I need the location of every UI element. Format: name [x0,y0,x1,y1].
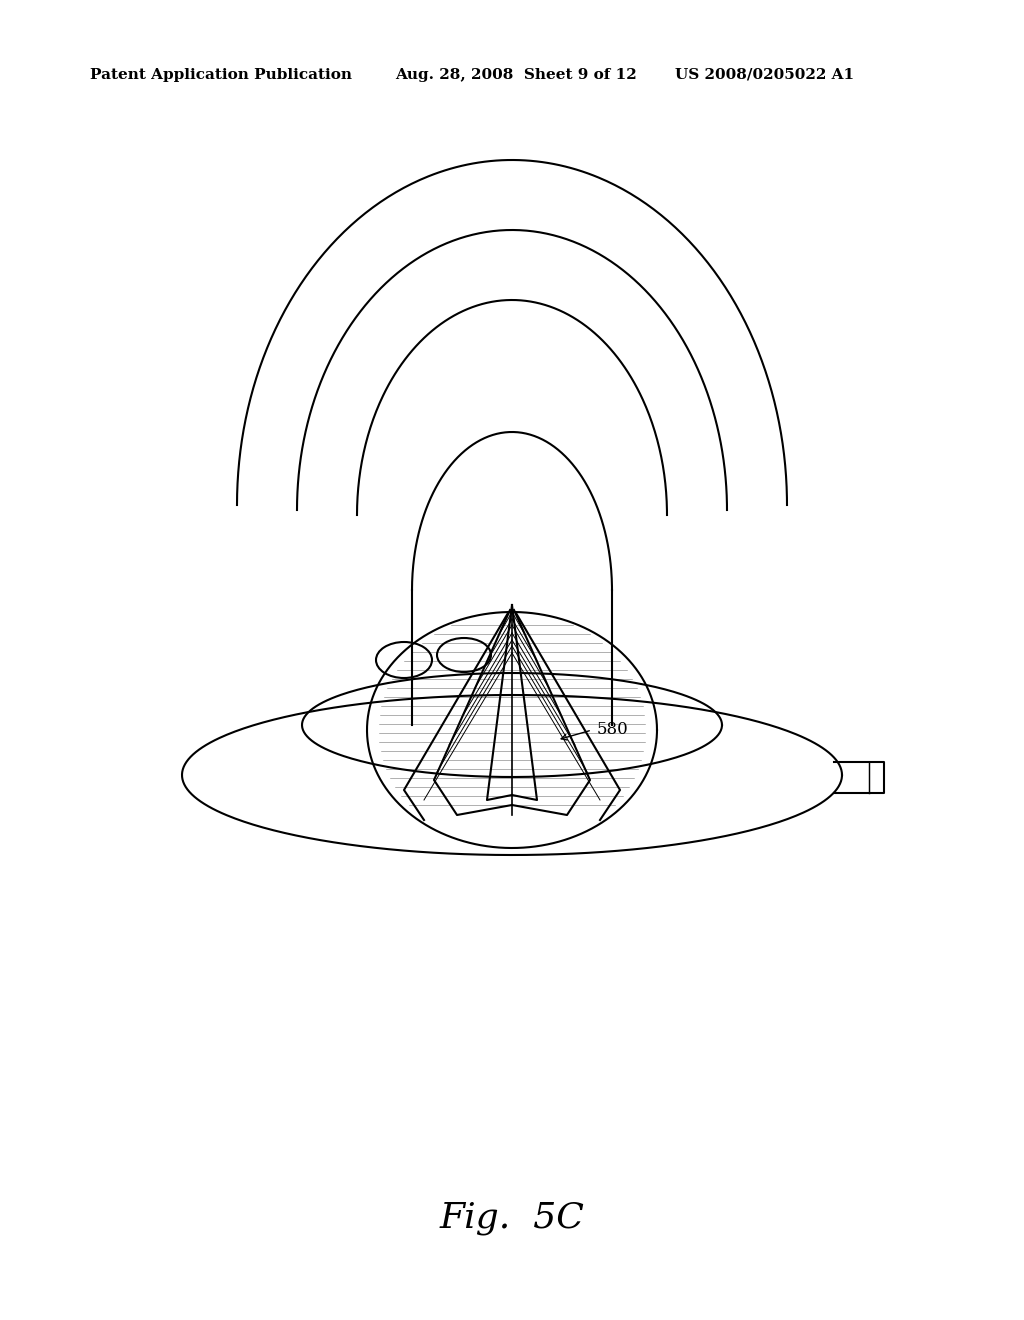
Text: Patent Application Publication: Patent Application Publication [90,69,352,82]
Text: Fig.  5C: Fig. 5C [439,1201,585,1236]
Text: US 2008/0205022 A1: US 2008/0205022 A1 [675,69,854,82]
Text: Aug. 28, 2008  Sheet 9 of 12: Aug. 28, 2008 Sheet 9 of 12 [395,69,637,82]
Text: 580: 580 [597,722,629,738]
